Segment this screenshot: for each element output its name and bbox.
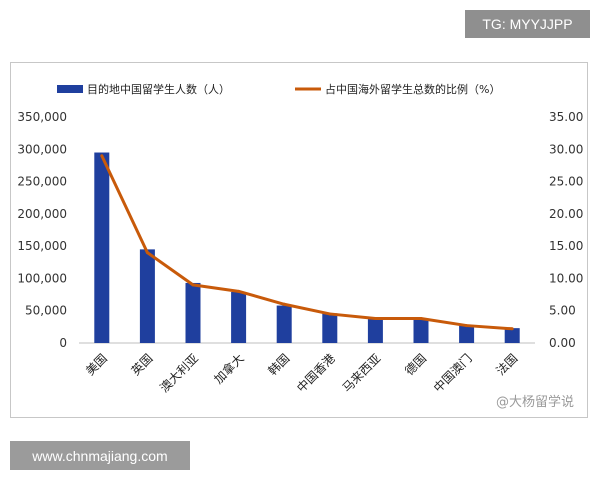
left-axis-tick-label: 250,000: [17, 175, 67, 189]
right-axis-tick-label: 10.00: [549, 271, 583, 285]
left-axis-tick-label: 300,000: [17, 142, 67, 156]
left-axis-tick-label: 200,000: [17, 207, 67, 221]
legend-label-bars: 目的地中国留学生人数（人）: [87, 82, 230, 96]
watermark-bottom: www.chnmajiang.com: [10, 441, 190, 470]
bar: [94, 152, 110, 343]
watermark-top: TG: MYYJJPP: [465, 10, 590, 38]
x-axis-tick-label: 英国: [129, 351, 156, 378]
left-axis-tick-label: 100,000: [17, 271, 67, 285]
line-point: [237, 289, 241, 293]
line-series: [100, 154, 514, 331]
legend-swatch-bars: [57, 85, 83, 93]
bar: [139, 249, 155, 343]
bar-series: [94, 152, 520, 343]
right-axis-tick-label: 0.00: [549, 336, 576, 350]
x-axis-labels: 美国 英国 澳大利亚 加拿大 韩国 中国香港 马来西亚 德国 中国澳门 法国: [83, 351, 520, 396]
line-point: [419, 316, 423, 320]
right-axis-tick-label: 20.00: [549, 207, 583, 221]
line-point: [465, 324, 469, 328]
left-axis-tick-label: 0: [59, 336, 67, 350]
ratio-line: [100, 155, 513, 331]
bar: [459, 325, 475, 343]
left-axis-tick-label: 150,000: [17, 239, 67, 253]
x-axis-tick-label: 韩国: [265, 351, 293, 379]
right-axis-tick-label: 5.00: [549, 304, 576, 318]
line-point: [145, 251, 149, 255]
line-point: [373, 316, 377, 320]
x-axis-tick-label: 美国: [83, 351, 110, 378]
chart-frame: 目的地中国留学生人数（人） 占中国海外留学生总数的比例（%） 0 50,000 10…: [10, 62, 588, 418]
chart-legend: 目的地中国留学生人数（人） 占中国海外留学生总数的比例（%）: [57, 82, 500, 96]
bar: [231, 291, 247, 343]
x-axis-tick-label: 中国香港: [293, 351, 338, 396]
right-axis-tick-label: 25.00: [549, 175, 583, 189]
x-axis-tick-label: 澳大利亚: [157, 351, 201, 395]
bar: [367, 318, 383, 343]
line-point: [328, 312, 332, 316]
watermark-corner: @大杨留学说: [496, 394, 574, 410]
bar: [322, 313, 338, 343]
line-point: [282, 302, 286, 306]
left-axis-tick-label: 350,000: [17, 110, 67, 124]
bar: [276, 305, 292, 343]
right-axis-tick-label: 30.00: [549, 142, 583, 156]
x-axis-tick-label: 德国: [402, 351, 430, 379]
x-axis-tick-label: 马来西亚: [340, 351, 384, 395]
combo-chart: 目的地中国留学生人数（人） 占中国海外留学生总数的比例（%） 0 50,000 10…: [17, 82, 583, 410]
right-axis-tick-label: 15.00: [549, 239, 583, 253]
line-point: [100, 154, 104, 158]
bar: [185, 282, 201, 343]
axes: 0 50,000 100,000 150,000 200,000 250,000 300,0…: [17, 110, 583, 350]
right-axis-tick-label: 35.00: [549, 110, 583, 124]
bar: [413, 318, 429, 343]
bar: [504, 328, 520, 343]
x-axis-tick-label: 加拿大: [211, 351, 247, 387]
line-point: [191, 283, 195, 287]
left-axis-tick-label: 50,000: [25, 304, 67, 318]
x-axis-tick-label: 中国澳门: [430, 351, 475, 396]
legend-label-line: 占中国海外留学生总数的比例（%）: [325, 82, 500, 96]
line-point: [510, 327, 514, 331]
x-axis-tick-label: 法国: [493, 351, 520, 378]
